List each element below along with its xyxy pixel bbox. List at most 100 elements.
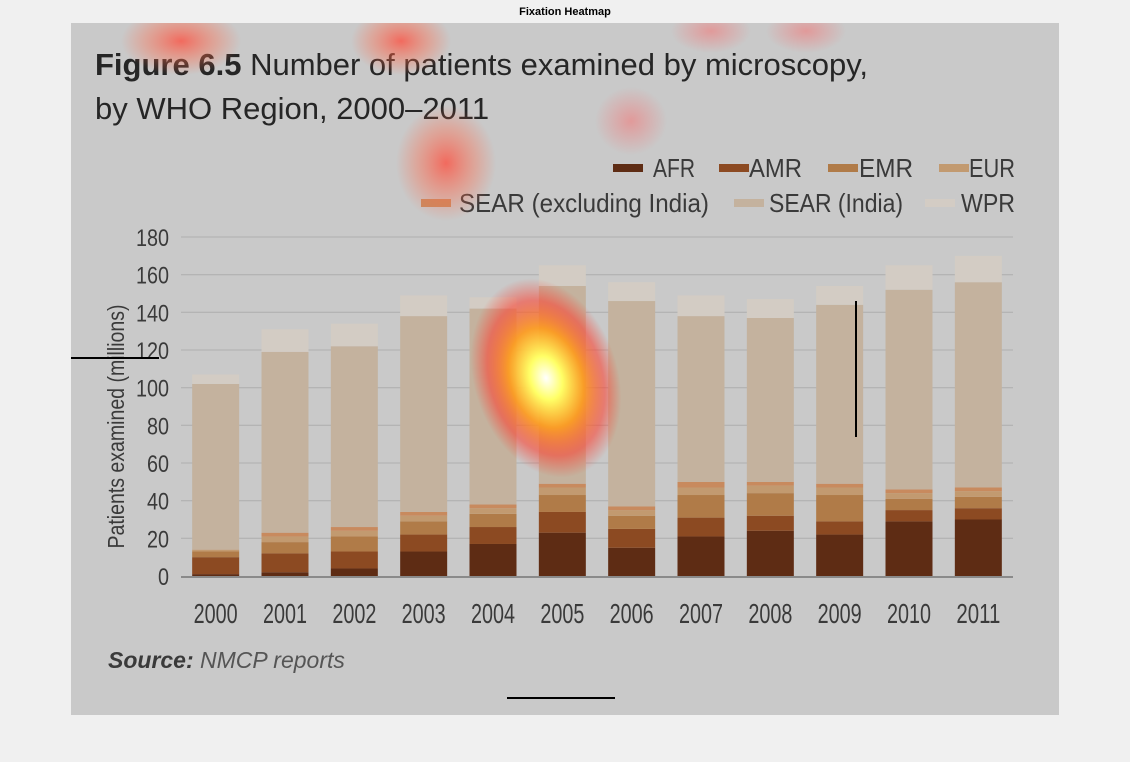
bar-segment bbox=[261, 351, 309, 533]
bar-segment bbox=[330, 346, 378, 528]
fixation-mark bbox=[855, 301, 857, 437]
bar-segment bbox=[746, 515, 794, 531]
bar-segment bbox=[816, 495, 864, 522]
bar-segment bbox=[400, 551, 448, 576]
bar-segment bbox=[885, 265, 933, 290]
bar-segment bbox=[816, 521, 864, 535]
x-tick-label: 2003 bbox=[402, 598, 446, 629]
bar-segment bbox=[469, 513, 517, 528]
legend-swatch bbox=[613, 164, 643, 172]
bar-segment bbox=[330, 568, 378, 576]
x-tick-label: 2005 bbox=[540, 598, 584, 629]
x-tick-label: 2004 bbox=[471, 598, 515, 629]
y-tick-label: 180 bbox=[136, 225, 169, 252]
bar-segment bbox=[261, 572, 309, 576]
bar-segment bbox=[816, 534, 864, 576]
y-tick-label: 160 bbox=[136, 263, 169, 290]
bar-segment bbox=[746, 530, 794, 576]
bar-segment bbox=[677, 295, 725, 317]
y-tick-label: 140 bbox=[136, 300, 169, 327]
y-tick-label: 120 bbox=[136, 338, 169, 365]
bar-segment bbox=[192, 574, 240, 576]
bar-segment bbox=[469, 527, 517, 544]
x-tick-label: 2007 bbox=[679, 598, 723, 629]
x-tick-label: 2000 bbox=[194, 598, 238, 629]
bar-segment bbox=[538, 285, 586, 484]
bar-segment bbox=[885, 510, 933, 522]
bar-segment bbox=[608, 506, 656, 511]
bar-segment bbox=[954, 255, 1002, 283]
fixation-mark bbox=[71, 357, 159, 359]
bar-segment bbox=[608, 301, 656, 507]
bar-segment bbox=[469, 308, 517, 505]
x-tick-label: 2001 bbox=[263, 598, 307, 629]
bar-segment bbox=[677, 316, 725, 482]
bar-segment bbox=[608, 528, 656, 548]
bar-segment bbox=[677, 487, 725, 496]
bar-segment bbox=[192, 551, 240, 558]
y-tick-label: 20 bbox=[147, 526, 169, 553]
legend-label: SEAR (India) bbox=[769, 188, 903, 218]
bar-segment bbox=[261, 553, 309, 573]
chart-legend: AFR AMR EMR EUR SEAR (excluding India) SEAR (… bbox=[421, 153, 1015, 218]
legend-swatch bbox=[421, 199, 451, 207]
stacked-bar-chart: AFR AMR EMR EUR SEAR (excluding India) SEAR (… bbox=[103, 153, 1015, 629]
bar-segment bbox=[469, 508, 517, 514]
bar-segment bbox=[746, 485, 794, 494]
bar-segment bbox=[538, 483, 586, 488]
bar-segment bbox=[538, 511, 586, 533]
bar-segment bbox=[538, 495, 586, 512]
y-tick-label: 60 bbox=[147, 451, 169, 478]
bar-segment bbox=[954, 282, 1002, 488]
bar-segment bbox=[400, 521, 448, 535]
source-text: NMCP reports bbox=[200, 647, 345, 673]
bar-segment bbox=[469, 543, 517, 576]
bar-segment bbox=[954, 519, 1002, 576]
source-note: Source: NMCP reports bbox=[108, 647, 345, 674]
bar-segment bbox=[746, 481, 794, 486]
bar-segment bbox=[538, 487, 586, 496]
legend-label: SEAR (excluding India) bbox=[459, 188, 709, 218]
bar-segment bbox=[677, 517, 725, 537]
bar-segment bbox=[330, 551, 378, 569]
y-tick-label: 40 bbox=[147, 489, 169, 516]
bar-segment bbox=[746, 299, 794, 318]
bar-segment bbox=[954, 496, 1002, 509]
bar-segment bbox=[816, 487, 864, 496]
legend-label: AMR bbox=[749, 153, 802, 183]
bar-segment bbox=[192, 374, 240, 384]
bar-segment bbox=[746, 317, 794, 482]
bar-segment bbox=[400, 534, 448, 552]
bar-segment bbox=[330, 530, 378, 537]
bar-segment bbox=[330, 323, 378, 347]
bar-segment bbox=[677, 495, 725, 518]
bar-segment bbox=[192, 549, 240, 552]
bar-segment bbox=[608, 515, 656, 529]
bar-segment bbox=[400, 515, 448, 522]
x-tick-label: 2011 bbox=[956, 598, 1000, 629]
bar-segment bbox=[261, 542, 309, 554]
y-tick-label: 100 bbox=[136, 376, 169, 403]
window-title: Fixation Heatmap bbox=[519, 6, 611, 18]
bar-segment bbox=[330, 536, 378, 552]
bar-segment bbox=[885, 489, 933, 494]
bar-segment bbox=[677, 481, 725, 488]
legend-label: EUR bbox=[969, 153, 1015, 183]
legend-swatch bbox=[925, 199, 955, 207]
bar-segment bbox=[400, 316, 448, 512]
bar-segment bbox=[677, 536, 725, 576]
bar-segment bbox=[469, 297, 517, 309]
legend-label: AFR bbox=[653, 153, 695, 183]
x-tick-label: 2006 bbox=[610, 598, 654, 629]
source-label: Source: bbox=[108, 647, 194, 673]
legend-swatch bbox=[719, 164, 749, 172]
bar-segment bbox=[954, 487, 1002, 492]
legend-swatch bbox=[828, 164, 858, 172]
bar-segment bbox=[538, 532, 586, 576]
bar-segment bbox=[885, 289, 933, 490]
x-tick-label: 2010 bbox=[887, 598, 931, 629]
bar-segment bbox=[954, 491, 1002, 497]
bar-segment bbox=[469, 504, 517, 509]
bar-segment bbox=[261, 532, 309, 537]
bar-segment bbox=[608, 547, 656, 576]
